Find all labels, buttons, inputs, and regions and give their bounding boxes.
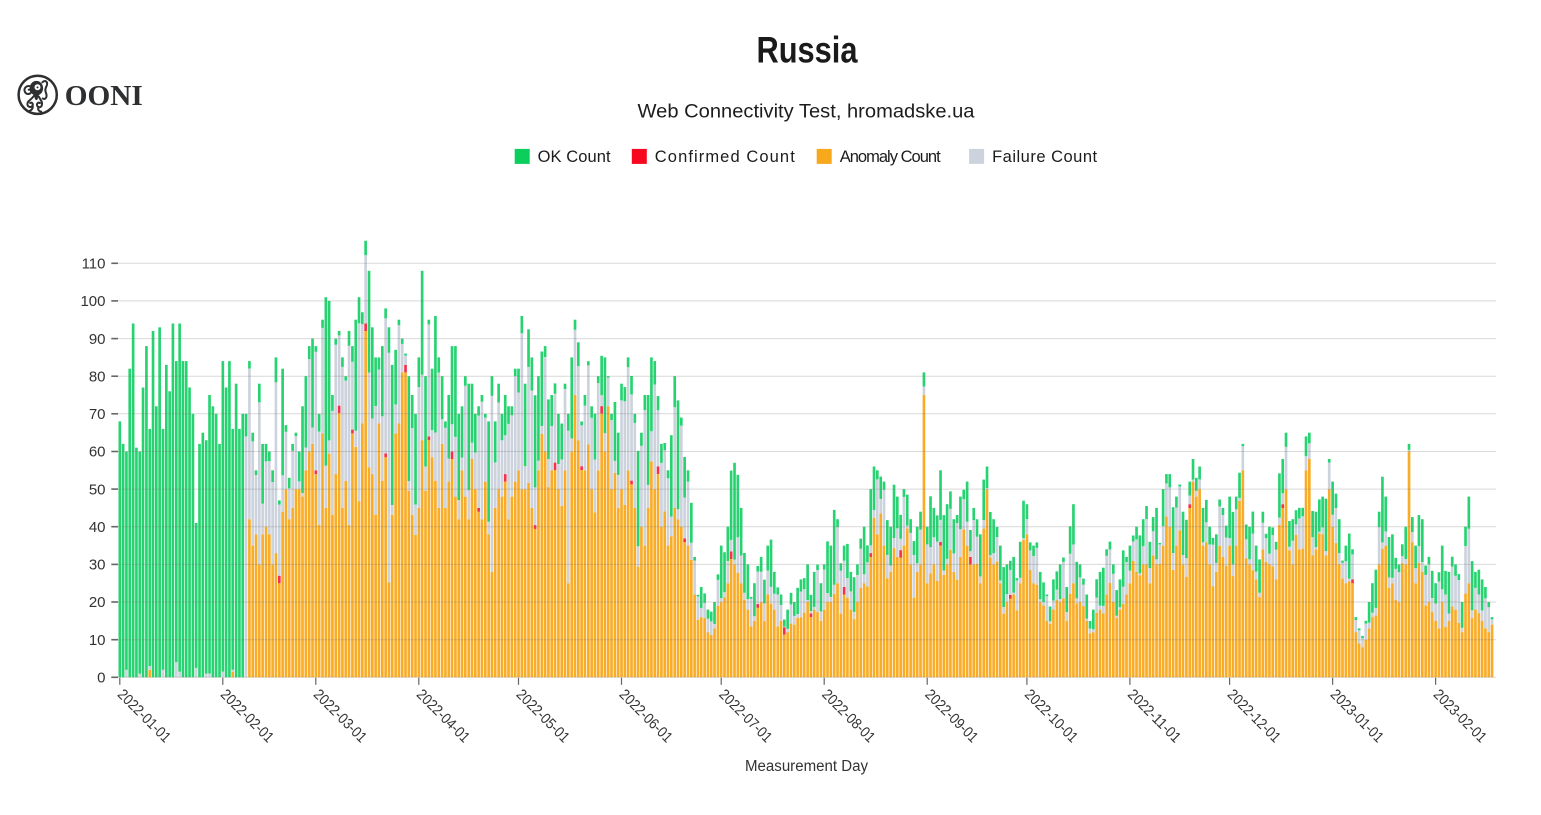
svg-text:Measurement Day: Measurement Day	[745, 758, 868, 775]
svg-text:80: 80	[89, 368, 106, 385]
svg-text:30: 30	[89, 557, 106, 574]
svg-text:110: 110	[82, 256, 106, 273]
svg-text:Confirmed Count: Confirmed Count	[655, 148, 795, 166]
svg-text:Russia: Russia	[757, 30, 858, 71]
svg-text:100: 100	[80, 293, 105, 310]
svg-text:Anomaly Count: Anomaly Count	[840, 148, 941, 166]
svg-text:50: 50	[89, 481, 106, 498]
svg-text:OK Count: OK Count	[538, 148, 611, 166]
svg-text:Web Connectivity Test, hromads: Web Connectivity Test, hromadske.ua	[638, 101, 975, 123]
svg-text:70: 70	[89, 406, 106, 423]
svg-text:90: 90	[89, 331, 106, 348]
svg-text:OONI: OONI	[65, 81, 143, 112]
svg-text:0: 0	[97, 670, 105, 687]
svg-text:Failure Count: Failure Count	[992, 148, 1097, 166]
svg-text:60: 60	[89, 444, 106, 461]
svg-text:20: 20	[89, 594, 106, 611]
svg-text:10: 10	[89, 632, 106, 649]
svg-text:40: 40	[89, 519, 106, 536]
